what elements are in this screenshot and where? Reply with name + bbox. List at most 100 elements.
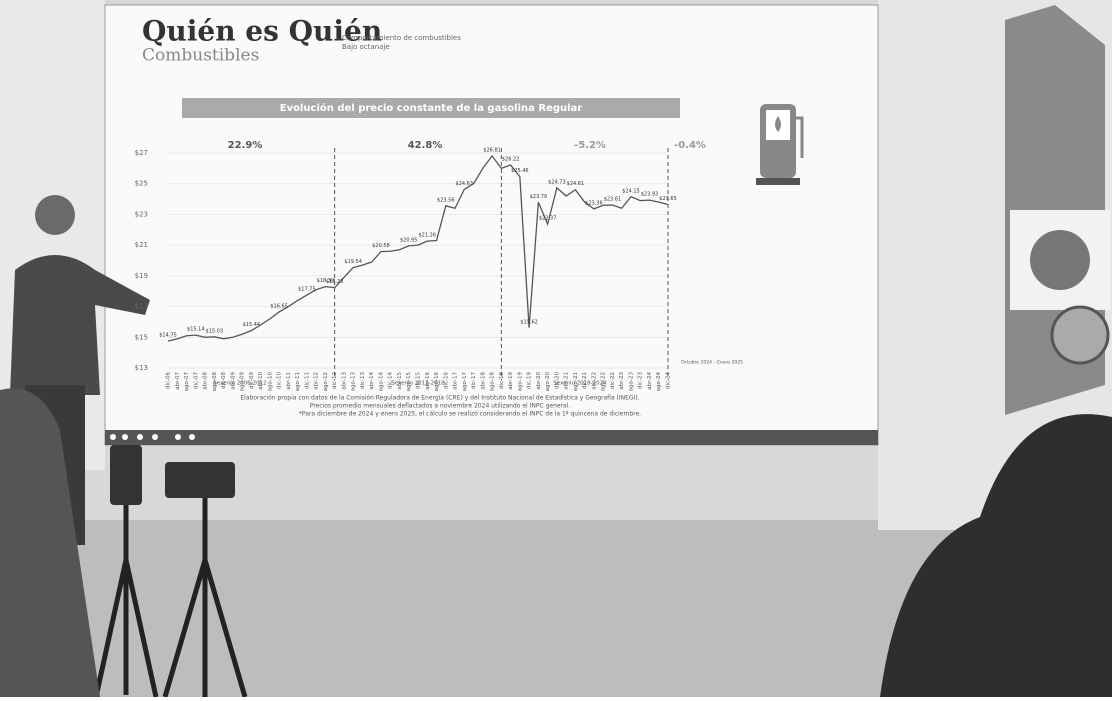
footnote: Elaboración propia con datos de la Comis… [240, 395, 639, 402]
period-change: 22.9% [228, 140, 263, 151]
value-label: $23.61 [604, 197, 622, 203]
x-tick-label: abr-07 [175, 372, 181, 390]
x-tick-label: ago-13 [351, 372, 357, 392]
icon [152, 434, 158, 440]
x-tick-label: abr-13 [341, 372, 347, 390]
value-label: $23.93 [641, 192, 659, 198]
x-tick-label: dic-22 [610, 372, 616, 389]
x-tick-label: abr-12 [314, 372, 320, 390]
y-tick-label: $21 [135, 241, 148, 249]
x-tick-label: ago-17 [462, 372, 468, 392]
icon [122, 434, 128, 440]
y-tick-label: $25 [135, 180, 148, 188]
value-label: $20.95 [400, 237, 418, 243]
value-label: $19.54 [344, 259, 362, 265]
value-label: $23.79 [530, 194, 548, 200]
y-tick-label: $19 [135, 272, 148, 280]
period-change: 42.8% [408, 140, 443, 151]
value-label: $26.22 [502, 156, 520, 162]
value-label: $22.37 [539, 216, 557, 222]
x-tick-label: abr-08 [203, 372, 209, 390]
y-tick-label: $23 [135, 210, 148, 218]
value-label: $17.75 [298, 287, 316, 293]
icon [110, 434, 116, 440]
x-tick-label: abr-11 [286, 372, 292, 390]
x-tick-label: ago-11 [295, 372, 301, 391]
x-tick-label: ago-14 [378, 372, 384, 392]
value-label: $15.62 [520, 319, 538, 325]
subheading: Bajo octanaje [342, 43, 390, 51]
logo-sub: Combustibles [142, 46, 259, 66]
value-label: $25.46 [511, 168, 529, 174]
x-tick-label: ago-20 [545, 372, 551, 392]
x-tick-label: abr-20 [536, 372, 542, 390]
value-label: $15.44 [243, 322, 261, 328]
x-tick-label: ago-10 [267, 372, 273, 392]
x-tick-label: abr-24 [647, 372, 653, 390]
x-tick-label: dic-10 [277, 372, 283, 390]
x-tick-label: dic-18 [499, 372, 505, 390]
x-tick-label: ago-07 [184, 372, 190, 392]
x-tick-label: abr-23 [619, 372, 625, 390]
value-label: $21.26 [419, 233, 437, 239]
x-tick-label: dic-12 [332, 372, 338, 389]
photo: Quién es Quién Combustibles Comportamien… [0, 0, 1112, 697]
period-label: Sexenio 2018-2024 [553, 381, 607, 387]
x-tick-label: dic-07 [193, 372, 199, 390]
value-label: $15.03 [206, 328, 224, 334]
value-label: $23.65 [659, 196, 677, 202]
x-tick-label: dic-19 [527, 372, 533, 390]
x-tick-label: dic-24 [666, 372, 672, 390]
seal [1052, 307, 1108, 363]
x-tick-label: dic-23 [638, 372, 644, 390]
x-tick-label: ago-18 [490, 372, 496, 392]
footnote: Precios promedio mensuales deflactados a… [310, 403, 571, 410]
value-label: $24.73 [548, 179, 566, 185]
phone [110, 445, 142, 505]
heading: Comportamiento de combustibles [342, 34, 461, 42]
period-change: -5.2% [574, 140, 606, 151]
icon [137, 434, 143, 440]
x-tick-label: abr-17 [453, 372, 459, 390]
value-label: $20.58 [372, 243, 390, 249]
chart-title: Evolución del precio constante de la gas… [280, 102, 583, 114]
value-label: $23.56 [437, 197, 455, 203]
value-label: $18.23 [326, 279, 344, 285]
period-label: Sexenio 2012-2018 [391, 381, 445, 387]
value-label: $23.36 [585, 200, 603, 206]
x-tick-label: dic-06 [166, 372, 172, 390]
period-label: Octubre 2024 – Enero 2025 [681, 360, 743, 366]
flag [1005, 5, 1110, 415]
head [35, 195, 75, 235]
y-tick-label: $17 [135, 303, 148, 311]
value-label: $14.75 [159, 333, 177, 339]
value-label: $24.63 [456, 181, 474, 187]
y-tick-label: $27 [135, 149, 148, 157]
value-label: $26.81 [483, 147, 501, 153]
value-label: $15.14 [187, 327, 205, 333]
fuel-icon [756, 104, 802, 185]
y-tick-label: $15 [135, 333, 148, 341]
x-tick-label: ago-23 [628, 372, 634, 392]
page: Quién es Quién Combustibles Comportamien… [0, 0, 1112, 697]
x-tick-label: abr-19 [508, 372, 514, 390]
icon [189, 434, 195, 440]
value-label: $24.15 [622, 188, 640, 194]
x-tick-label: dic-13 [360, 372, 366, 390]
emblem [1030, 230, 1090, 290]
x-tick-label: ago-12 [323, 372, 329, 391]
x-tick-label: dic-17 [471, 372, 477, 390]
phone [165, 462, 235, 498]
x-tick-label: abr-18 [480, 372, 486, 390]
period-label: Sexenio 2006-2012 [213, 381, 266, 387]
y-tick-label: $13 [135, 364, 148, 372]
footnote: *Para diciembre de 2024 y enero 2025, el… [299, 411, 641, 418]
x-tick-label: abr-14 [369, 372, 375, 390]
slide-toolbar [105, 430, 878, 445]
icon [175, 434, 181, 440]
x-tick-label: ago-19 [517, 372, 523, 392]
x-tick-label: dic-11 [304, 372, 310, 389]
period-change: -0.4% [674, 140, 706, 151]
x-tick-label: ago-24 [656, 372, 662, 392]
value-label: $24.61 [567, 181, 585, 187]
